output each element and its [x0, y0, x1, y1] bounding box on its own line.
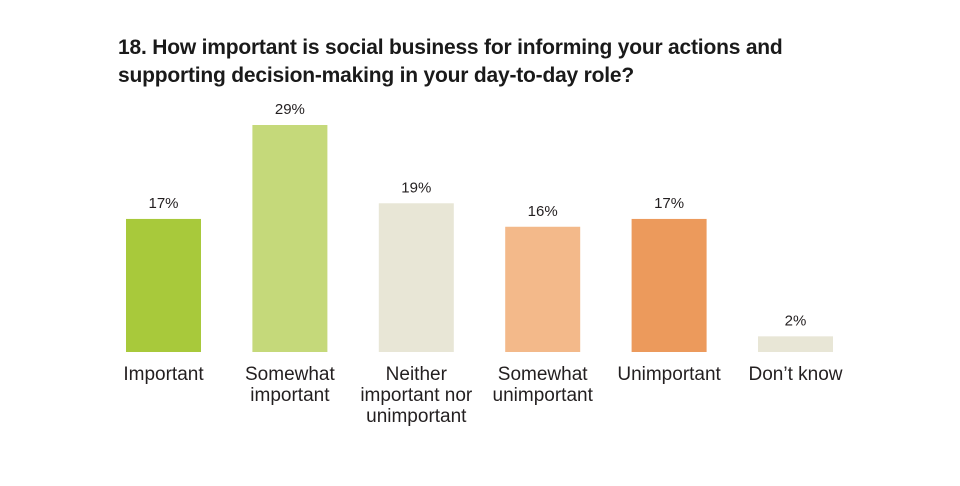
bar-0 — [126, 218, 201, 352]
data-label-1: 29% — [275, 101, 305, 118]
data-label-2: 19% — [401, 179, 431, 196]
category-label-2-line-2: unimportant — [366, 406, 467, 427]
data-label-3: 16% — [528, 203, 558, 220]
category-label-5-line-0: Don’t know — [749, 364, 843, 385]
bar-1 — [252, 125, 328, 352]
category-label-1-line-1: important — [250, 385, 330, 406]
chart-title: 18. How important is social business for… — [118, 36, 783, 87]
category-label-3-line-0: Somewhat — [498, 364, 588, 385]
data-label-5: 2% — [785, 312, 807, 329]
bar-3 — [505, 226, 581, 352]
data-label-0: 17% — [148, 195, 178, 212]
category-label-1-line-0: Somewhat — [245, 364, 335, 385]
bar-2 — [378, 203, 454, 352]
bar-4 — [631, 218, 707, 352]
bar-5 — [758, 336, 833, 352]
category-label-3-line-1: unimportant — [493, 385, 594, 406]
data-label-4: 17% — [654, 195, 684, 212]
category-label-0-line-0: Important — [123, 364, 204, 385]
category-label-4-line-0: Unimportant — [617, 364, 721, 385]
category-label-2-line-1: important nor — [360, 385, 473, 406]
category-label-2-line-0: Neither — [386, 364, 448, 385]
